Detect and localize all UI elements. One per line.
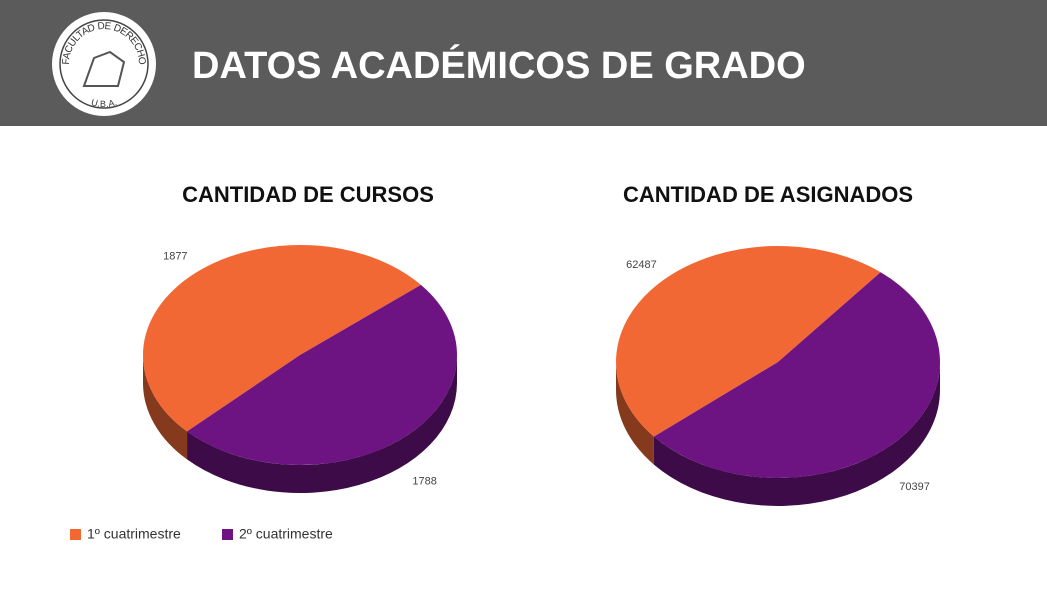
legend-swatch [70,529,81,540]
logo [52,12,156,116]
chart-title: CANTIDAD DE ASIGNADOS [623,182,913,207]
pie-side [187,355,457,494]
chart-title: CANTIDAD DE CURSOS [182,182,434,207]
pie-slice [187,284,458,466]
pie-slice [143,245,421,432]
header-band [0,0,1047,126]
pie-side [653,362,940,506]
data-label: 1788 [412,475,436,487]
logo-emblem [82,50,126,87]
pie-side [143,355,188,460]
page-title: DATOS ACADÉMICOS DE GRADO [192,43,806,87]
pie-side [616,362,654,465]
data-label: 70397 [899,481,930,493]
logo-ring [59,19,149,109]
pie-slice [616,246,881,437]
data-label: 1877 [163,251,187,263]
legend-label: 2º cuatrimestre [239,526,333,542]
legend-swatch [222,529,233,540]
data-label: 62487 [626,259,657,271]
legend-label: 1º cuatrimestre [87,526,181,542]
pie-slice [653,272,941,479]
